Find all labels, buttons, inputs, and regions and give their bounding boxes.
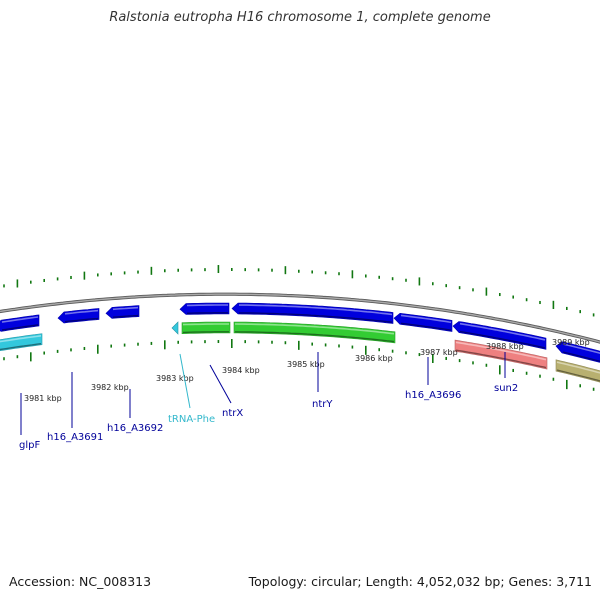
lower-block-green-2-shadow [234,331,395,343]
gene-block-glpf-highlight [1,316,39,323]
gene-block-ntry-highlight [239,304,393,316]
gene-leader-line [179,353,191,409]
backbone-highlight [0,293,600,343]
tick-label: 3983 kbp [156,374,194,383]
gene-block-h16-a3692-highlight [112,306,139,311]
lower-block-green-2 [233,321,396,344]
lower-block-cyan-body [0,333,43,352]
genome-summary-text: Topology: circular; Length: 4,052,032 bp… [248,574,592,589]
gene-block-sun2-shadow [459,330,546,349]
gene-block-ntrx [179,302,230,315]
gene-block-h16-a3691-highlight [64,309,99,315]
gene-label-trna-phe: tRNA-Phe [168,353,215,425]
feature-track [0,302,600,383]
inner-tick-ring [3,339,595,391]
tick-labels: 3981 kbp 3982 kbp 3983 kbp 3984 kbp 3985 kbp… [24,338,590,403]
gene-block-right-edge-highlight [562,343,600,355]
tick-label: 3984 kbp [222,366,260,375]
backbone [0,292,600,344]
gene-label-ntry: ntrY [312,352,333,410]
lower-block-salmon-highlight [455,341,547,361]
tick-label: 3981 kbp [24,394,62,403]
gene-block-sun2 [452,321,547,350]
gene-block-sun2-body [452,321,547,350]
gene-block-sun2-highlight [459,322,546,341]
gene-block-ntrx-highlight [186,304,228,307]
gene-label-text: tRNA-Phe [168,414,215,425]
lower-block-olive-highlight [556,361,600,374]
gene-label-text: ntrY [312,399,333,410]
gene-label-sun2: sun2 [494,352,518,394]
map-title: Ralstonia eutropha H16 chromosome 1, com… [109,10,491,25]
gene-labels: glpF h16_A3691 h16_A3692 tRNA-Phe ntrX ntrY h1… [19,352,518,451]
lower-block-green-1 [181,321,231,335]
gene-label-text: h16_A3696 [405,390,461,401]
gene-block-glpf-shadow [1,324,39,331]
lower-block-salmon-body [454,339,548,370]
tick-label: 3987 kbp [420,348,458,357]
gene-label-text: glpF [19,440,40,451]
tick-label: 3989 kbp [552,338,590,347]
gene-block-right-edge [555,341,600,363]
gene-block-h16-a3696-body [393,312,453,332]
tick-label: 3986 kbp [355,354,393,363]
gene-block-trna-phe [171,321,179,335]
gene-block-h16-a3696-highlight [400,314,452,324]
gene-block-h16-a3691-shadow [64,317,99,323]
lower-block-cyan [0,333,43,352]
gene-label-h16-a3691: h16_A3691 [47,372,103,443]
accession-text: Accession: NC_008313 [9,574,152,589]
tick-label: 3982 kbp [91,383,129,392]
lower-block-green-2-highlight [234,323,395,335]
gene-label-text: h16_A3692 [107,423,163,434]
gene-block-glpf-body [0,314,40,332]
gene-label-h16-a3696: h16_A3696 [405,357,461,401]
lower-block-olive-body [555,359,600,383]
gene-label-text: ntrX [222,408,243,419]
gene-block-h16-a3692 [105,305,140,319]
gene-block-glpf [0,314,40,332]
gene-block-h16-a3696-shadow [400,322,452,331]
gene-label-text: sun2 [494,383,518,394]
gene-block-h16-a3692-shadow [112,314,139,318]
gene-block-right-edge-shadow [562,351,600,363]
gene-block-right-edge-body [555,341,600,363]
gene-block-ntry-shadow [239,312,393,323]
gene-block-ntry [231,302,394,324]
lower-block-olive-shadow [556,369,600,382]
gene-block-h16-a3696 [393,312,453,332]
lower-block-green-1-highlight [182,323,229,326]
lower-block-salmon [454,339,548,370]
gene-label-h16-a3692: h16_A3692 [107,389,163,434]
tick-label: 3985 kbp [287,360,325,369]
lower-block-cyan-shadow [0,343,42,351]
tick-label: 3988 kbp [486,342,524,351]
gene-label-text: h16_A3691 [47,432,103,443]
gene-block-h16-a3691 [57,308,100,324]
lower-block-olive [555,359,600,383]
lower-block-salmon-shadow [455,349,547,369]
gene-block-ntrx-shadow [186,312,228,314]
gene-label-glpf: glpF [19,393,40,451]
lower-block-green-1-shadow [182,331,229,334]
outer-tick-ring [3,265,595,317]
gene-label-ntrx: ntrX [209,364,243,419]
lower-block-cyan-highlight [0,335,42,343]
gene-leader-line [209,364,232,404]
